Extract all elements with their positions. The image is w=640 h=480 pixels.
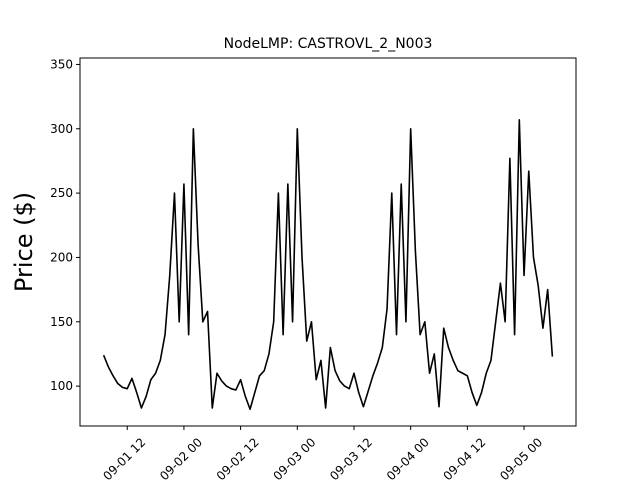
y-tick-label: 100 xyxy=(50,379,73,393)
x-tick-label: 09-03 00 xyxy=(270,435,318,480)
x-tick-label: 09-01 12 xyxy=(100,435,148,480)
x-tick-label: 09-04 12 xyxy=(440,435,488,480)
x-tick-label: 09-04 00 xyxy=(384,435,432,480)
y-tick-label: 150 xyxy=(50,315,73,329)
x-tick-label: 09-02 12 xyxy=(214,435,262,480)
y-tick-label: 350 xyxy=(50,57,73,71)
y-tick-label: 300 xyxy=(50,122,73,136)
x-tick-label: 09-03 12 xyxy=(327,435,375,480)
y-tick-label: 200 xyxy=(50,250,73,264)
y-axis-label: Price ($) xyxy=(10,192,38,292)
line-series xyxy=(102,118,554,411)
y-tick-label: 250 xyxy=(50,186,73,200)
x-tick-label: 09-02 00 xyxy=(157,435,205,480)
chart-title: NodeLMP: CASTROVL_2_N003 xyxy=(224,36,433,52)
plot-frame xyxy=(79,57,577,427)
x-tick-label: 09-05 00 xyxy=(497,435,545,480)
